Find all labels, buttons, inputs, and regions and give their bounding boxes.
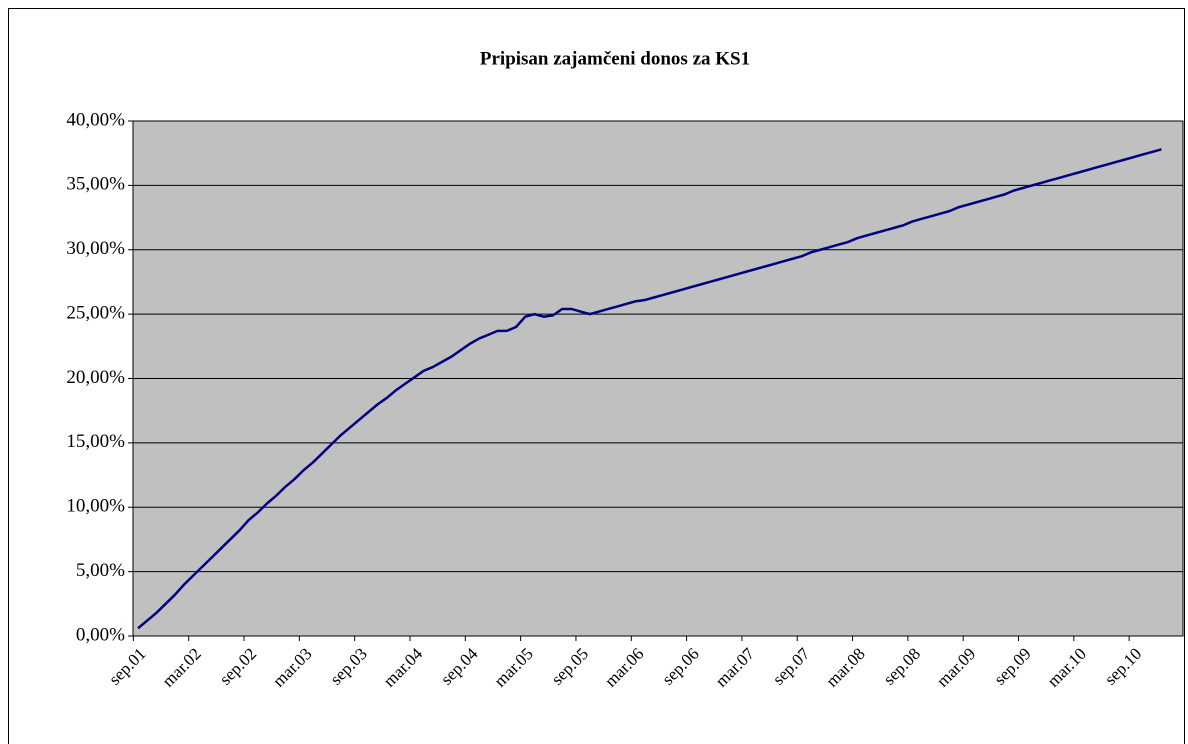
y-tick-label: 10,00% — [66, 496, 125, 517]
y-tick-label: 0,00% — [76, 624, 125, 645]
y-tick-label: 15,00% — [66, 431, 125, 452]
data-line — [137, 148, 1162, 630]
plot-border — [132, 120, 1184, 637]
y-tick-label: 30,00% — [66, 238, 125, 259]
y-tick-label: 25,00% — [66, 302, 125, 323]
y-tick-label: 35,00% — [66, 174, 125, 195]
y-tick-label: 20,00% — [66, 367, 125, 388]
y-tick-label: 40,00% — [66, 109, 125, 130]
chart-title: Pripisan zajamčeni donos za KS1 — [480, 48, 750, 69]
y-tick-label: 5,00% — [76, 560, 125, 581]
